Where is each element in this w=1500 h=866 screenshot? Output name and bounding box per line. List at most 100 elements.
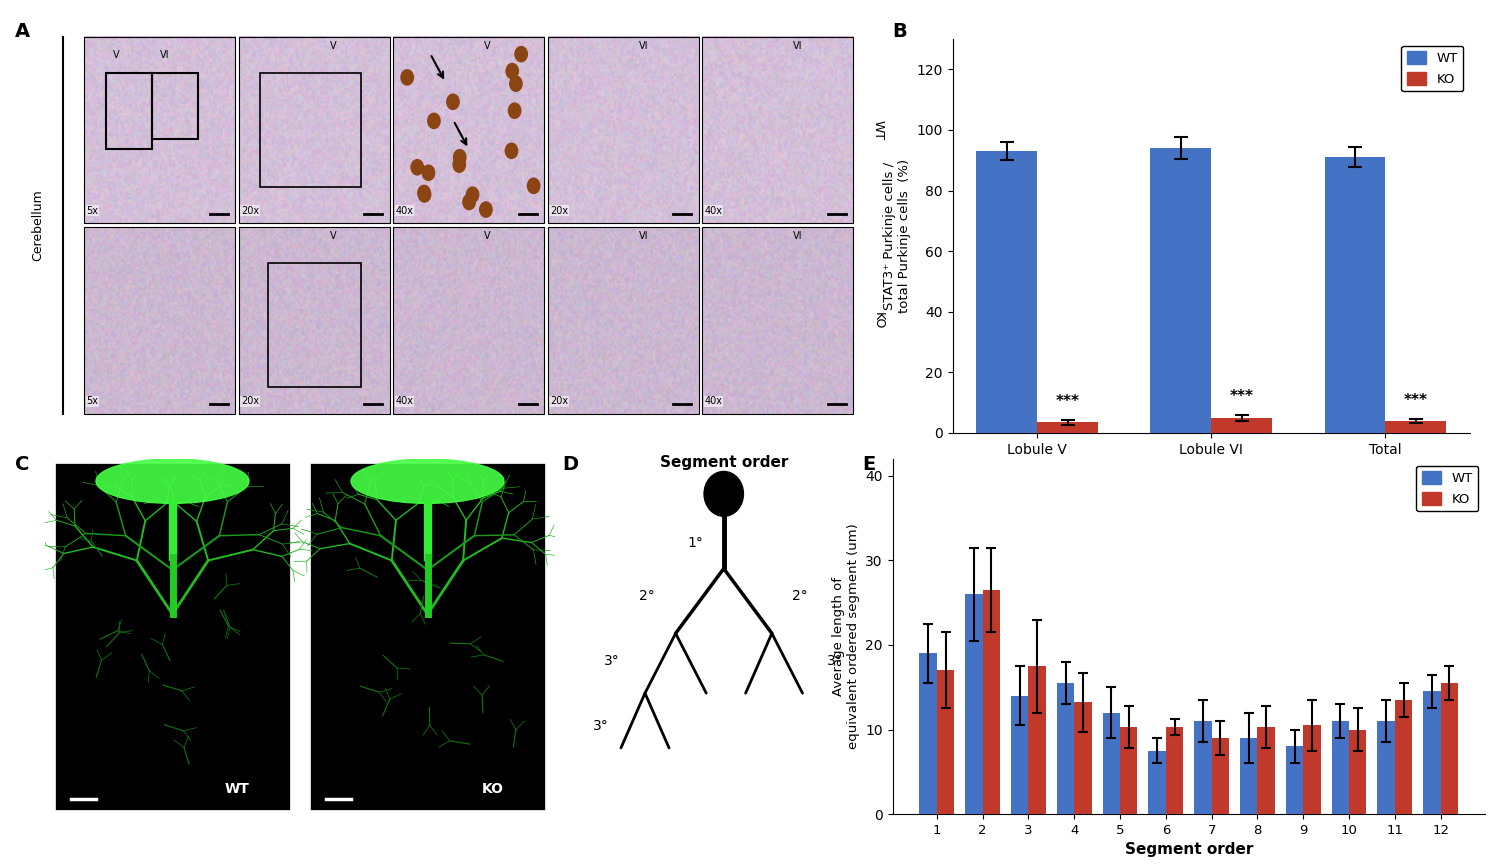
Circle shape xyxy=(509,103,520,119)
Bar xyxy=(1150,148,1212,433)
Text: VI: VI xyxy=(794,231,802,242)
Text: KO: KO xyxy=(482,782,504,797)
Text: Cerebellum: Cerebellum xyxy=(32,190,44,261)
Text: VI: VI xyxy=(794,41,802,51)
Bar xyxy=(1166,727,1184,814)
Bar xyxy=(1240,738,1257,814)
Bar xyxy=(548,227,699,414)
Text: 3°: 3° xyxy=(594,719,609,733)
Circle shape xyxy=(400,70,414,85)
Text: 2°: 2° xyxy=(792,589,808,603)
Bar xyxy=(1120,727,1137,814)
Text: V: V xyxy=(114,50,120,61)
Bar xyxy=(976,151,1036,433)
Text: VI: VI xyxy=(639,231,648,242)
Y-axis label: STAT3⁺ Purkinje cells /
total Purkinje cells  (%): STAT3⁺ Purkinje cells / total Purkinje c… xyxy=(884,159,910,313)
Text: ***: *** xyxy=(1404,393,1428,408)
Circle shape xyxy=(453,157,465,172)
Bar xyxy=(1029,666,1045,814)
Bar xyxy=(84,227,236,414)
Bar xyxy=(1304,726,1320,814)
Text: 2°: 2° xyxy=(639,589,656,603)
Bar xyxy=(1440,683,1458,814)
Circle shape xyxy=(480,202,492,217)
Circle shape xyxy=(506,143,518,158)
Circle shape xyxy=(506,63,519,79)
Text: KO: KO xyxy=(871,312,885,329)
Text: B: B xyxy=(892,22,908,41)
Text: V: V xyxy=(484,231,490,242)
Circle shape xyxy=(447,94,459,109)
Ellipse shape xyxy=(351,459,504,503)
Circle shape xyxy=(411,159,423,175)
Bar xyxy=(152,73,198,139)
Circle shape xyxy=(514,47,528,61)
Bar xyxy=(393,227,544,414)
Legend: WT, KO: WT, KO xyxy=(1416,466,1479,511)
Bar xyxy=(1074,702,1092,814)
Bar xyxy=(310,463,544,810)
Bar xyxy=(548,36,699,223)
Bar xyxy=(1212,417,1272,433)
Bar xyxy=(84,36,236,223)
Text: WT: WT xyxy=(224,782,249,797)
Bar xyxy=(1036,423,1098,433)
Bar xyxy=(964,594,982,814)
Text: 1°: 1° xyxy=(687,536,703,550)
Circle shape xyxy=(466,187,478,203)
Circle shape xyxy=(453,150,466,165)
Bar xyxy=(1348,729,1366,814)
Bar xyxy=(920,654,938,814)
Text: 20x: 20x xyxy=(550,206,568,216)
X-axis label: Segment order: Segment order xyxy=(1125,843,1252,857)
Bar xyxy=(1286,746,1304,814)
Circle shape xyxy=(423,165,435,180)
Bar xyxy=(1212,738,1228,814)
Text: 40x: 40x xyxy=(705,397,723,406)
Bar xyxy=(105,73,152,149)
Text: WT: WT xyxy=(871,120,885,140)
Bar xyxy=(56,463,290,810)
Text: ***: *** xyxy=(1230,389,1254,404)
Text: 40x: 40x xyxy=(396,397,414,406)
Text: V: V xyxy=(330,41,336,51)
Text: V: V xyxy=(330,231,336,242)
Circle shape xyxy=(427,113,439,128)
Ellipse shape xyxy=(96,459,249,503)
Text: VI: VI xyxy=(639,41,648,51)
Circle shape xyxy=(464,195,476,210)
Text: 20x: 20x xyxy=(242,206,260,216)
Bar xyxy=(1395,700,1413,814)
Y-axis label: Average length of
equivalent ordered segment (um): Average length of equivalent ordered seg… xyxy=(831,524,860,749)
Text: V: V xyxy=(484,41,490,51)
Text: 20x: 20x xyxy=(550,397,568,406)
Bar xyxy=(1194,721,1212,814)
Text: D: D xyxy=(562,455,579,474)
Bar xyxy=(1257,727,1275,814)
Bar xyxy=(1149,751,1166,814)
Text: E: E xyxy=(862,455,876,474)
Bar xyxy=(702,227,853,414)
Bar xyxy=(393,36,544,223)
Text: ***: *** xyxy=(1056,394,1080,410)
Bar xyxy=(1058,683,1074,814)
Bar xyxy=(268,263,360,387)
Bar xyxy=(238,227,390,414)
Bar xyxy=(238,36,390,223)
Title: Segment order: Segment order xyxy=(660,456,788,470)
Circle shape xyxy=(419,187,430,202)
Bar xyxy=(1377,721,1395,814)
Bar xyxy=(1332,721,1348,814)
Bar xyxy=(702,36,853,223)
Text: C: C xyxy=(15,455,30,474)
Text: A: A xyxy=(15,22,30,41)
Text: 5x: 5x xyxy=(87,206,99,216)
Text: VI: VI xyxy=(159,50,170,61)
Legend: WT, KO: WT, KO xyxy=(1401,46,1464,91)
Bar xyxy=(1011,695,1029,814)
Bar xyxy=(1386,421,1446,433)
Text: 5x: 5x xyxy=(87,397,99,406)
Bar xyxy=(260,73,360,187)
Circle shape xyxy=(510,76,522,91)
Bar xyxy=(1424,691,1440,814)
